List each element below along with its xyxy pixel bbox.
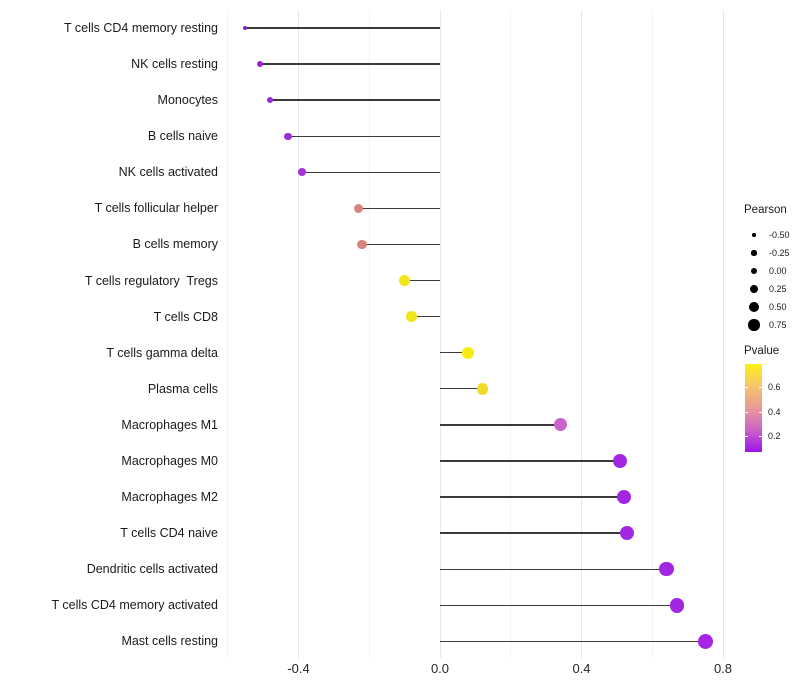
lollipop-dot (298, 168, 306, 177)
pearson-legend-dot (752, 233, 756, 237)
y-axis-label: T cells follicular helper (94, 201, 218, 216)
y-axis-label: T cells CD4 naive (120, 526, 218, 541)
lollipop-stem (440, 604, 677, 606)
lollipop-stem (440, 352, 469, 354)
pearson-legend-label: -0.25 (769, 248, 790, 258)
lollipop-stem (270, 99, 440, 101)
lollipop-dot (357, 239, 367, 250)
minor-gridline (368, 10, 370, 658)
lollipop-dot (616, 490, 631, 505)
lollipop-dot (476, 382, 489, 395)
y-axis-label: T cells gamma delta (106, 345, 218, 360)
pearson-legend-label: 0.75 (769, 320, 787, 330)
y-axis-label: B cells memory (132, 237, 218, 252)
lollipop-dot (553, 418, 567, 432)
lollipop-dot (669, 597, 685, 613)
y-axis-label: B cells naive (147, 129, 218, 144)
pearson-legend-title: Pearson (744, 204, 787, 216)
lollipop-dot (406, 311, 417, 322)
lollipop-dot (399, 275, 410, 286)
pvalue-gradient-tick (759, 436, 762, 437)
pvalue-legend-tick-label: 0.2 (768, 431, 781, 441)
x-axis-tick-label: 0.0 (430, 661, 450, 676)
lollipop-dot (243, 26, 248, 30)
major-gridline (722, 10, 724, 658)
x-axis-tick-label: 0.4 (572, 661, 591, 676)
lollipop-stem (440, 568, 667, 570)
x-axis-tick-label: 0.8 (713, 661, 733, 676)
major-gridline (439, 10, 441, 658)
lollipop-stem (411, 315, 440, 318)
lollipop-dot (697, 633, 713, 649)
lollipop-stem (362, 243, 440, 246)
minor-gridline (510, 10, 512, 658)
pvalue-legend-tick-label: 0.4 (768, 407, 781, 417)
y-axis-label: T cells CD8 (153, 309, 218, 324)
lollipop-dot (266, 96, 274, 104)
pvalue-gradient-tick (745, 412, 748, 413)
lollipop-stem (440, 496, 624, 498)
pearson-legend-dot (750, 267, 758, 275)
pvalue-gradient-tick (745, 387, 748, 388)
lollipop-dot (256, 61, 263, 68)
lollipop-stem (358, 207, 440, 210)
lollipop-dot (659, 561, 674, 577)
y-axis-label: Macrophages M2 (121, 490, 218, 505)
lollipop-stem (287, 135, 440, 137)
lollipop-dot (353, 203, 364, 214)
lollipop-stem (404, 279, 440, 282)
pvalue-legend-title: Pvalue (744, 345, 780, 357)
pvalue-gradient-tick (759, 412, 762, 413)
pearson-legend-dot (751, 250, 757, 256)
y-axis-label: Monocytes (157, 93, 218, 108)
pearson-legend-dot (749, 284, 759, 294)
y-axis-label: Macrophages M1 (121, 417, 218, 432)
lollipop-stem (440, 424, 561, 426)
y-axis-label: NK cells resting (131, 57, 218, 72)
lollipop-stem (440, 460, 621, 462)
y-axis-label: Macrophages M0 (121, 453, 218, 468)
lollipop-stem (440, 532, 628, 534)
pvalue-gradient-bar (745, 364, 762, 452)
lollipop-stem (259, 63, 440, 65)
y-axis-label: T cells CD4 memory activated (51, 598, 219, 613)
y-axis-label: Mast cells resting (121, 634, 218, 649)
y-axis-label: Dendritic cells activated (86, 562, 218, 577)
y-axis-label: T cells CD4 memory resting (64, 21, 218, 35)
pearson-legend-dot (749, 302, 759, 312)
minor-gridline (227, 10, 229, 658)
lollipop-dot (284, 132, 292, 140)
pvalue-gradient-tick (745, 436, 748, 437)
y-axis-label: NK cells activated (118, 165, 218, 180)
lollipop-stem (440, 640, 706, 643)
lollipop-dot (613, 453, 628, 468)
pvalue-legend-tick-label: 0.6 (768, 382, 781, 392)
minor-gridline (651, 10, 653, 658)
pvalue-gradient-tick (759, 387, 762, 388)
lollipop-dot (462, 346, 475, 359)
lollipop-stem (302, 171, 440, 173)
pearson-legend-label: 0.25 (769, 284, 787, 294)
pearson-legend-label: 0.50 (769, 302, 787, 312)
y-axis-label: Plasma cells (147, 381, 218, 396)
major-gridline (298, 10, 299, 658)
pearson-legend-label: -0.50 (769, 230, 790, 240)
y-axis-label: T cells regulatory Tregs (84, 273, 218, 288)
major-gridline (581, 10, 582, 658)
lollipop-dot (620, 526, 635, 541)
x-axis-tick-label: -0.4 (287, 661, 310, 676)
pearson-legend-label: 0.00 (769, 266, 787, 276)
lollipop-stem (245, 27, 440, 29)
lollipop-stem (440, 388, 483, 390)
pearson-legend-dot (748, 319, 760, 331)
